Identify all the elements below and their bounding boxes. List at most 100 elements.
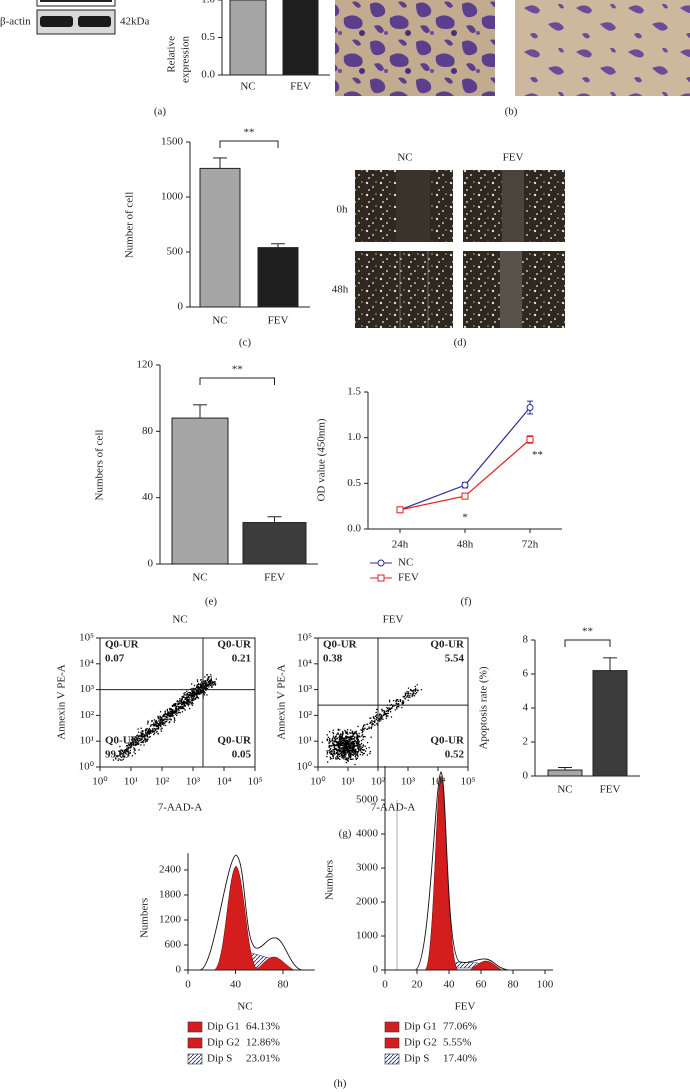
legend-label: Dip S — [207, 1053, 232, 1065]
event-dot — [352, 738, 354, 740]
event-dot — [190, 699, 192, 702]
event-dot — [371, 720, 373, 722]
event-dot — [329, 741, 331, 743]
event-dot — [137, 734, 139, 736]
event-dot — [208, 686, 210, 688]
event-dot — [127, 747, 129, 749]
event-dot — [191, 687, 193, 690]
event-dot — [161, 722, 163, 725]
event-dot — [361, 729, 363, 732]
event-dot — [123, 754, 125, 756]
event-dot — [134, 744, 136, 746]
event-dot — [163, 718, 166, 720]
event-dot — [344, 747, 347, 749]
event-dot — [210, 678, 212, 681]
event-dot — [396, 699, 398, 701]
event-dot — [326, 734, 328, 736]
event-dot — [209, 683, 211, 685]
event-dot — [401, 703, 404, 705]
event-dot — [344, 758, 346, 760]
event-dot — [187, 697, 189, 699]
event-dot — [189, 707, 191, 710]
event-dot — [406, 690, 408, 693]
event-dot — [136, 739, 139, 741]
event-dot — [167, 714, 170, 716]
event-dot — [155, 731, 158, 733]
event-dot — [343, 740, 346, 742]
y-tick-label: 5000 — [356, 794, 379, 806]
event-dot — [184, 698, 187, 700]
event-dot — [203, 687, 206, 689]
significance: ** — [582, 626, 593, 638]
event-dot — [205, 684, 207, 687]
event-dot — [386, 715, 388, 717]
event-dot — [127, 753, 130, 756]
event-dot — [345, 745, 348, 747]
event-dot — [390, 716, 393, 718]
event-dot — [341, 735, 343, 737]
event-dot — [343, 745, 345, 747]
event-dot — [340, 742, 343, 744]
event-dot — [343, 743, 345, 745]
event-dot — [337, 754, 339, 756]
event-dot — [158, 727, 160, 729]
event-dot — [392, 700, 395, 702]
event-dot — [407, 695, 409, 697]
event-dot — [387, 712, 389, 714]
event-dot — [134, 743, 136, 745]
event-dot — [358, 732, 360, 735]
y-tick-label: 600 — [165, 939, 182, 951]
event-dot — [345, 743, 347, 745]
event-dot — [141, 730, 144, 732]
event-dot — [130, 743, 132, 745]
event-dot — [404, 695, 406, 697]
event-dot — [378, 719, 380, 721]
event-dot — [340, 750, 342, 752]
event-dot — [175, 704, 177, 707]
event-dot — [160, 730, 162, 732]
event-dot — [164, 712, 166, 715]
event-dot — [155, 719, 157, 722]
event-dot — [152, 729, 154, 731]
y-tick-label: 1.0 — [347, 431, 361, 443]
event-dot — [346, 729, 349, 731]
event-dot — [351, 743, 353, 745]
event-dot — [352, 745, 355, 748]
event-dot — [207, 676, 209, 678]
event-dot — [175, 707, 177, 709]
event-dot — [356, 738, 358, 740]
event-dot — [359, 736, 361, 738]
event-dot — [125, 750, 128, 752]
event-dot — [398, 703, 400, 705]
event-dot — [350, 742, 352, 744]
event-dot — [379, 713, 381, 715]
event-dot — [157, 717, 159, 719]
event-dot — [179, 707, 181, 709]
event-dot — [354, 763, 356, 766]
event-dot — [120, 749, 122, 751]
quadrant-value: 99.69 — [105, 749, 130, 761]
event-dot — [186, 702, 188, 704]
event-dot — [388, 709, 390, 711]
event-dot — [203, 691, 205, 693]
event-dot — [328, 746, 330, 748]
event-dot — [356, 743, 358, 745]
event-dot — [144, 734, 146, 736]
event-dot — [208, 684, 210, 687]
event-dot — [203, 685, 205, 687]
event-dot — [133, 738, 135, 740]
legend-label: Dip G1 — [404, 1021, 437, 1033]
event-dot — [195, 691, 198, 693]
event-dot — [352, 743, 354, 745]
legend-label: Dip G2 — [404, 1037, 437, 1049]
event-dot — [194, 698, 196, 700]
event-dot — [179, 706, 181, 708]
event-dot — [140, 733, 143, 736]
event-dot — [354, 736, 356, 738]
event-dot — [199, 684, 201, 686]
event-dot — [352, 733, 354, 735]
event-dot — [417, 690, 419, 692]
event-dot — [344, 739, 346, 741]
legend-label: Dip G2 — [207, 1037, 240, 1049]
event-dot — [119, 750, 121, 752]
